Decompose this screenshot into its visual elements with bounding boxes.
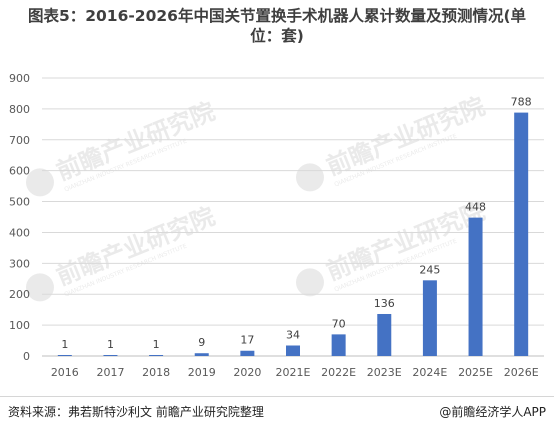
- y-tick-label: 100: [9, 319, 30, 332]
- watermark-logo-icon: [295, 163, 324, 192]
- data-label: 9: [198, 336, 205, 349]
- x-tick-label: 2023E: [367, 366, 402, 379]
- y-tick-label: 800: [9, 103, 30, 116]
- y-axis-tick-labels: 0 100 200 300 400 500 600 700 800 900: [9, 72, 30, 363]
- watermark-text: 前瞻产业研究院: [53, 97, 219, 186]
- y-tick-label: 300: [9, 257, 30, 270]
- chart-title-line1: 图表5：2016-2026年中国关节置换手术机器人累计数量及预测情况(单: [27, 7, 527, 25]
- x-tick-label: 2017: [96, 366, 124, 379]
- watermark-text: 前瞻产业研究院: [323, 197, 489, 286]
- data-labels: 1 1 1 9 17 34 70 136 245 448 788: [61, 96, 531, 351]
- y-tick-label: 0: [23, 350, 30, 363]
- bar: [194, 353, 209, 356]
- bar: [331, 334, 346, 356]
- grid-lines: [42, 77, 544, 357]
- y-tick-label: 900: [9, 72, 30, 85]
- bar: [422, 280, 437, 356]
- bar: [103, 355, 118, 356]
- x-tick-label: 2016: [51, 366, 79, 379]
- bar: [149, 355, 164, 356]
- data-label: 136: [374, 297, 395, 310]
- bar: [286, 345, 300, 356]
- data-label: 448: [465, 201, 486, 214]
- data-label: 17: [240, 334, 254, 347]
- x-tick-label: 2024E: [412, 366, 447, 379]
- source-note: 资料来源：弗若斯特沙利文 前瞻产业研究院整理: [8, 405, 264, 419]
- data-label: 70: [332, 317, 346, 330]
- y-tick-label: 700: [9, 134, 30, 147]
- watermark-text: 前瞻产业研究院: [53, 202, 219, 291]
- brand-credit: @前瞻经济学人APP: [439, 405, 546, 419]
- data-label: 1: [61, 338, 68, 351]
- bar: [514, 112, 529, 357]
- y-tick-label: 400: [9, 226, 30, 239]
- y-tick-label: 500: [9, 196, 30, 209]
- footer: 资料来源：弗若斯特沙利文 前瞻产业研究院整理 @前瞻经济学人APP: [0, 394, 554, 430]
- bars: [57, 112, 529, 357]
- bar: [468, 217, 483, 356]
- x-tick-label: 2019: [188, 366, 216, 379]
- x-tick-label: 2021E: [276, 366, 311, 379]
- x-tick-label: 2018: [142, 366, 170, 379]
- x-tick-label: 2020: [233, 366, 261, 379]
- bar: [240, 350, 255, 356]
- watermark-logo-icon: [25, 168, 54, 197]
- footer-divider: [0, 396, 554, 397]
- x-tick-label: 2026E: [504, 366, 539, 379]
- x-tick-label: 2025E: [458, 366, 493, 379]
- y-tick-label: 200: [9, 288, 30, 301]
- data-label: 1: [153, 338, 160, 351]
- watermark-logo-icon: [295, 268, 324, 297]
- x-axis-tick-labels: 2016 2017 2018 2019 2020 2021E 2022E 2023E 2024E…: [51, 366, 539, 379]
- chart-title-line2: 位：套): [250, 27, 304, 45]
- y-tick-label: 600: [9, 165, 30, 178]
- bar: [57, 355, 72, 356]
- x-tick-label: 2022E: [321, 366, 356, 379]
- chart-title: 图表5：2016-2026年中国关节置换手术机器人累计数量及预测情况(单 位：套…: [0, 6, 554, 46]
- bar: [377, 313, 392, 356]
- data-label: 788: [511, 96, 532, 109]
- data-label: 1: [107, 338, 114, 351]
- data-label: 34: [286, 328, 300, 341]
- watermark-text: 前瞻产业研究院: [323, 92, 489, 181]
- data-label: 245: [419, 263, 440, 276]
